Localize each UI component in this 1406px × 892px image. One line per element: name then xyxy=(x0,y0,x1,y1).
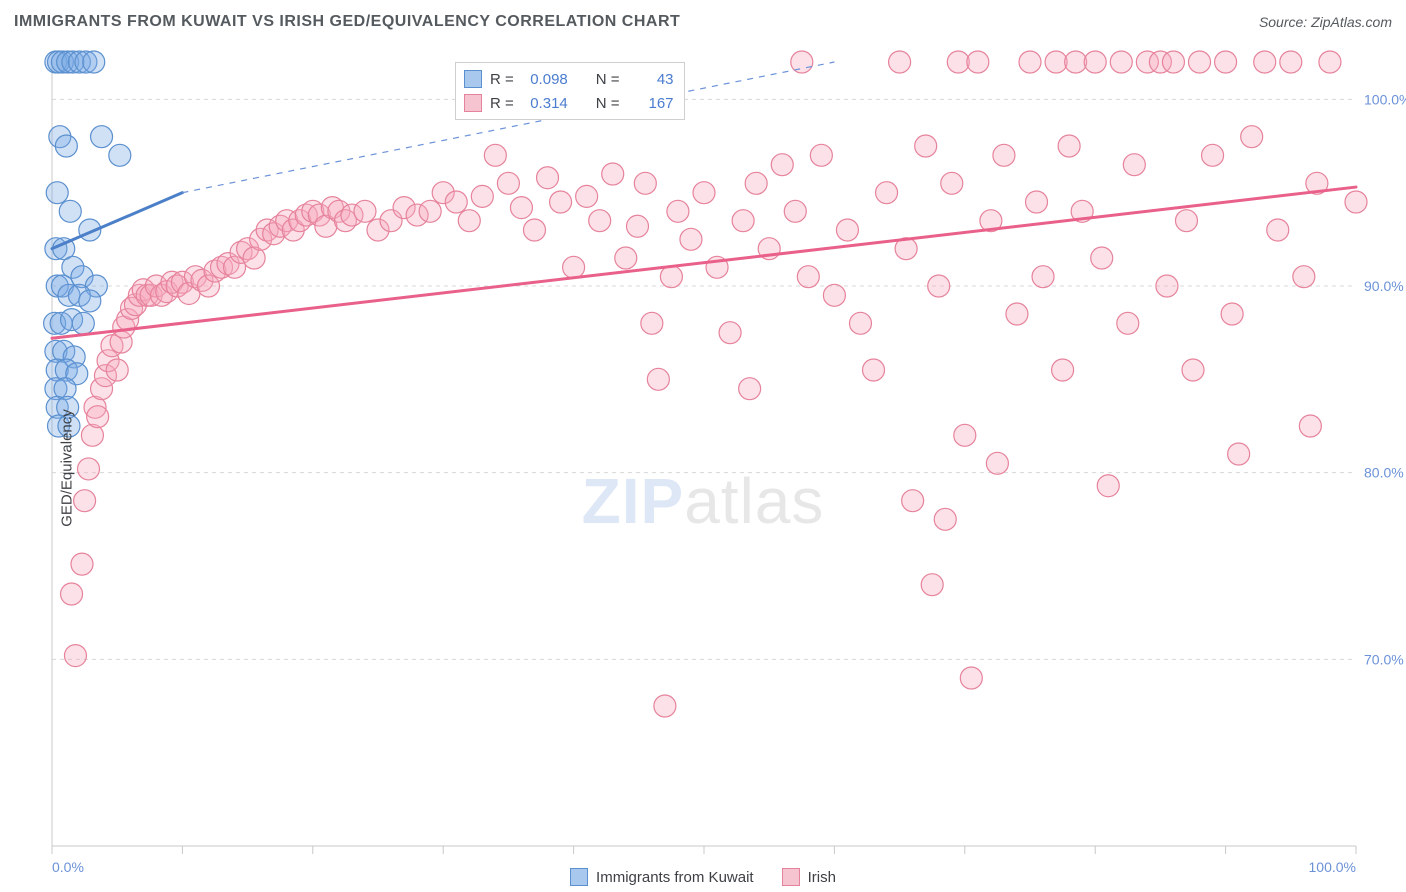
stat-n-label: N = xyxy=(596,71,620,88)
stat-r-label: R = xyxy=(490,95,514,112)
header: IMMIGRANTS FROM KUWAIT VS IRISH GED/EQUI… xyxy=(0,0,1406,44)
svg-text:100.0%: 100.0% xyxy=(1364,91,1406,107)
source-name: ZipAtlas.com xyxy=(1311,14,1392,30)
legend-item-kuwait: Immigrants from Kuwait xyxy=(570,868,754,886)
svg-text:90.0%: 90.0% xyxy=(1364,278,1404,294)
stat-swatch-kuwait xyxy=(464,70,482,88)
bottom-legend: Immigrants from Kuwait Irish xyxy=(0,868,1406,886)
stat-box: R = 0.098 N = 43 R = 0.314 N = 167 xyxy=(455,62,685,120)
stat-n-value-irish: 167 xyxy=(628,95,674,112)
stat-swatch-irish xyxy=(464,94,482,112)
legend-item-irish: Irish xyxy=(782,868,836,886)
stat-n-label: N = xyxy=(596,95,620,112)
chart-svg: 70.0%80.0%90.0%100.0%0.0%100.0% xyxy=(0,44,1406,892)
source-prefix: Source: xyxy=(1259,14,1311,30)
page-title: IMMIGRANTS FROM KUWAIT VS IRISH GED/EQUI… xyxy=(14,13,680,31)
stat-n-value-kuwait: 43 xyxy=(628,71,674,88)
legend-swatch-irish xyxy=(782,868,800,886)
stat-r-label: R = xyxy=(490,71,514,88)
svg-text:70.0%: 70.0% xyxy=(1364,651,1404,667)
stat-r-value-irish: 0.314 xyxy=(522,95,568,112)
stat-row-kuwait: R = 0.098 N = 43 xyxy=(464,67,674,91)
stat-row-irish: R = 0.314 N = 167 xyxy=(464,91,674,115)
legend-label-irish: Irish xyxy=(808,869,836,886)
stat-r-value-kuwait: 0.098 xyxy=(522,71,568,88)
legend-label-kuwait: Immigrants from Kuwait xyxy=(596,869,754,886)
source-label: Source: ZipAtlas.com xyxy=(1259,14,1392,30)
legend-swatch-kuwait xyxy=(570,868,588,886)
plot-area: GED/Equivalency ZIPatlas 70.0%80.0%90.0%… xyxy=(0,44,1406,892)
y-axis-label: GED/Equivalency xyxy=(58,409,75,527)
svg-text:80.0%: 80.0% xyxy=(1364,465,1404,481)
